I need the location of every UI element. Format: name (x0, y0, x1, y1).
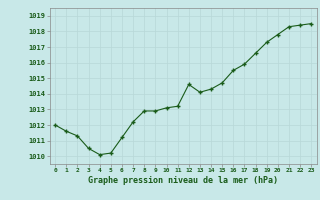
X-axis label: Graphe pression niveau de la mer (hPa): Graphe pression niveau de la mer (hPa) (88, 176, 278, 185)
